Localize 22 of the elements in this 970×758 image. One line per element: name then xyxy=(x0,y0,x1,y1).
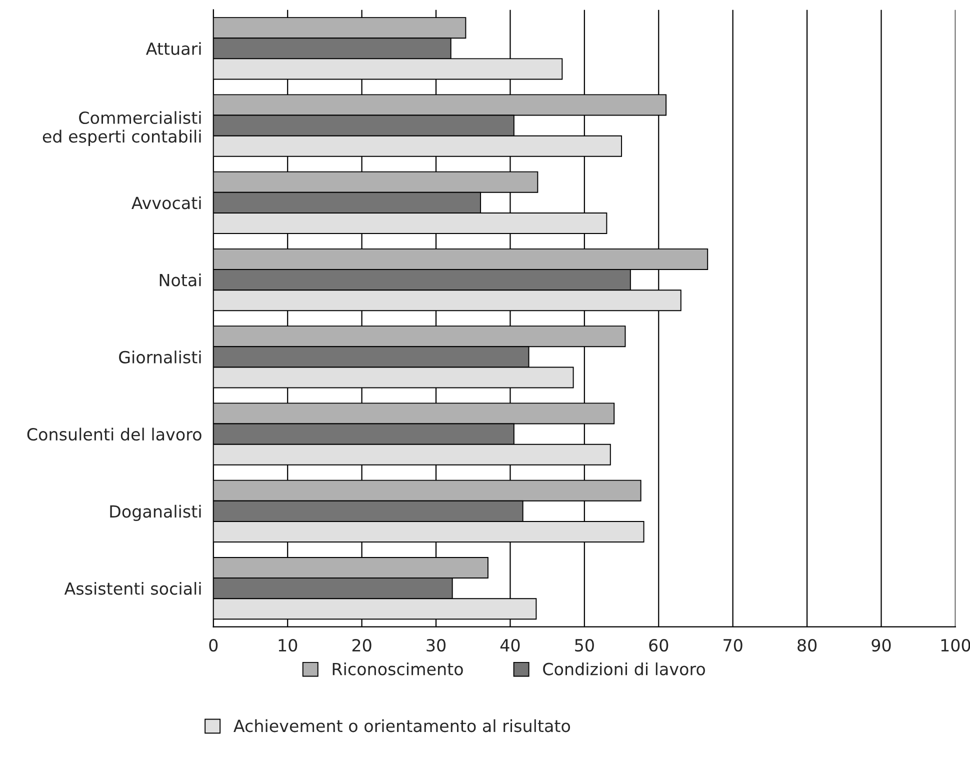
legend-label: Riconoscimento xyxy=(332,662,463,676)
y-tick-label: Attuari xyxy=(146,42,201,55)
x-tick-label: 90 xyxy=(872,638,891,652)
x-tick-label: 40 xyxy=(500,638,520,652)
x-tick-label: 80 xyxy=(798,638,817,652)
x-tick-label: 20 xyxy=(352,638,372,652)
y-tick-label: Doganalisti xyxy=(110,504,201,521)
x-tick-label: 100 xyxy=(941,638,970,652)
x-tick-label: 30 xyxy=(426,638,446,652)
x-tick-label: 0 xyxy=(209,638,218,652)
y-tick-label: Avvocati xyxy=(132,196,201,210)
x-tick-label: 10 xyxy=(278,638,298,652)
y-tick-label: Giornalisti xyxy=(119,350,201,364)
x-tick-label: 50 xyxy=(575,638,594,652)
x-tick-label: 60 xyxy=(649,638,668,652)
legend-label: Condizioni di lavoro xyxy=(543,662,705,676)
x-tick-label: 70 xyxy=(724,638,742,652)
y-tick-label: Commercialisti ed esperti contabili xyxy=(42,111,201,146)
y-tick-label: Notai xyxy=(160,273,201,286)
y-tick-label: Consulenti del lavoro xyxy=(27,428,202,441)
legend-label: Achievement o orientamento al risultato xyxy=(234,719,570,732)
y-tick-label: Assistenti sociali xyxy=(64,582,201,595)
